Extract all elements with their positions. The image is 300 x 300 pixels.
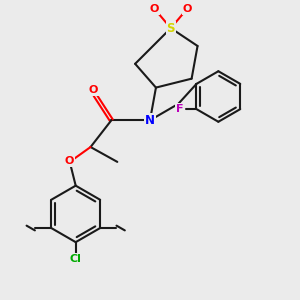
Text: O: O [182,4,192,14]
Text: F: F [176,104,183,114]
Text: Cl: Cl [70,254,82,264]
Text: O: O [64,156,74,166]
Text: O: O [150,4,159,14]
Text: O: O [89,85,98,95]
Text: S: S [167,22,175,34]
Text: N: N [145,114,155,127]
